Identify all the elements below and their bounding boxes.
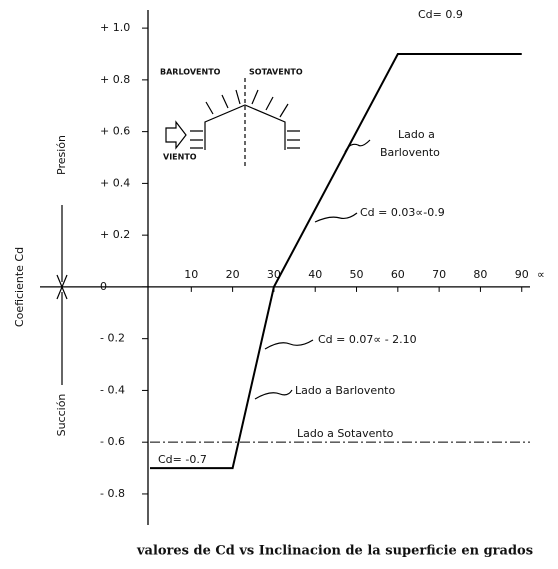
x-tick-label: 70 (432, 268, 446, 281)
page: Coeficiente Cd Presión Succión BARLOVENT… (0, 0, 558, 569)
y-tick-label: - 0.6 (100, 435, 125, 448)
annotation: Cd= 0.9 (418, 8, 463, 21)
y-tick-label: + 1.0 (100, 21, 130, 34)
x-tick-label: 40 (308, 268, 322, 281)
annotation: Lado a Barlovento (295, 384, 395, 397)
y-tick-label: - 0.4 (100, 383, 125, 396)
inset-label: BARLOVENTO (160, 68, 221, 77)
x-tick-label: 60 (391, 268, 405, 281)
y-tick-label: + 0.6 (100, 125, 130, 138)
y-tick-label: - 0.8 (100, 487, 125, 500)
x-tick-label: 20 (226, 268, 240, 281)
caption: valores de Cd vs Inclinacion de la super… (136, 544, 533, 559)
chart: Coeficiente Cd Presión Succión BARLOVENT… (0, 0, 558, 569)
annotation: Cd= -0.7 (158, 453, 207, 466)
inset-label: SOTAVENTO (249, 68, 303, 77)
annotation: Lado a (398, 128, 435, 141)
region-label: Succión (55, 394, 68, 437)
y-tick-label: + 0.8 (100, 73, 130, 86)
x-tick-label: 90 (515, 268, 529, 281)
y-tick-label: + 0.2 (100, 228, 130, 241)
y-tick-label: 0 (100, 280, 107, 293)
annotation: Cd = 0.03∝-0.9 (360, 206, 445, 219)
annotation: Cd = 0.07∝ - 2.10 (318, 333, 417, 346)
data-line (150, 54, 522, 468)
y-tick-label: + 0.4 (100, 176, 130, 189)
reference-label: Lado a Sotavento (297, 427, 394, 440)
x-tick-label: 80 (473, 268, 487, 281)
y-axis-label: Coeficiente Cd (13, 247, 26, 327)
x-axis-label: ∝ (537, 268, 545, 281)
y-tick-label: - 0.2 (100, 332, 125, 345)
annotation: Barlovento (380, 146, 440, 159)
region-label: Presión (55, 135, 68, 175)
x-tick-label: 50 (350, 268, 364, 281)
x-tick-label: 10 (184, 268, 198, 281)
inset-label: VIENTO (163, 153, 197, 162)
